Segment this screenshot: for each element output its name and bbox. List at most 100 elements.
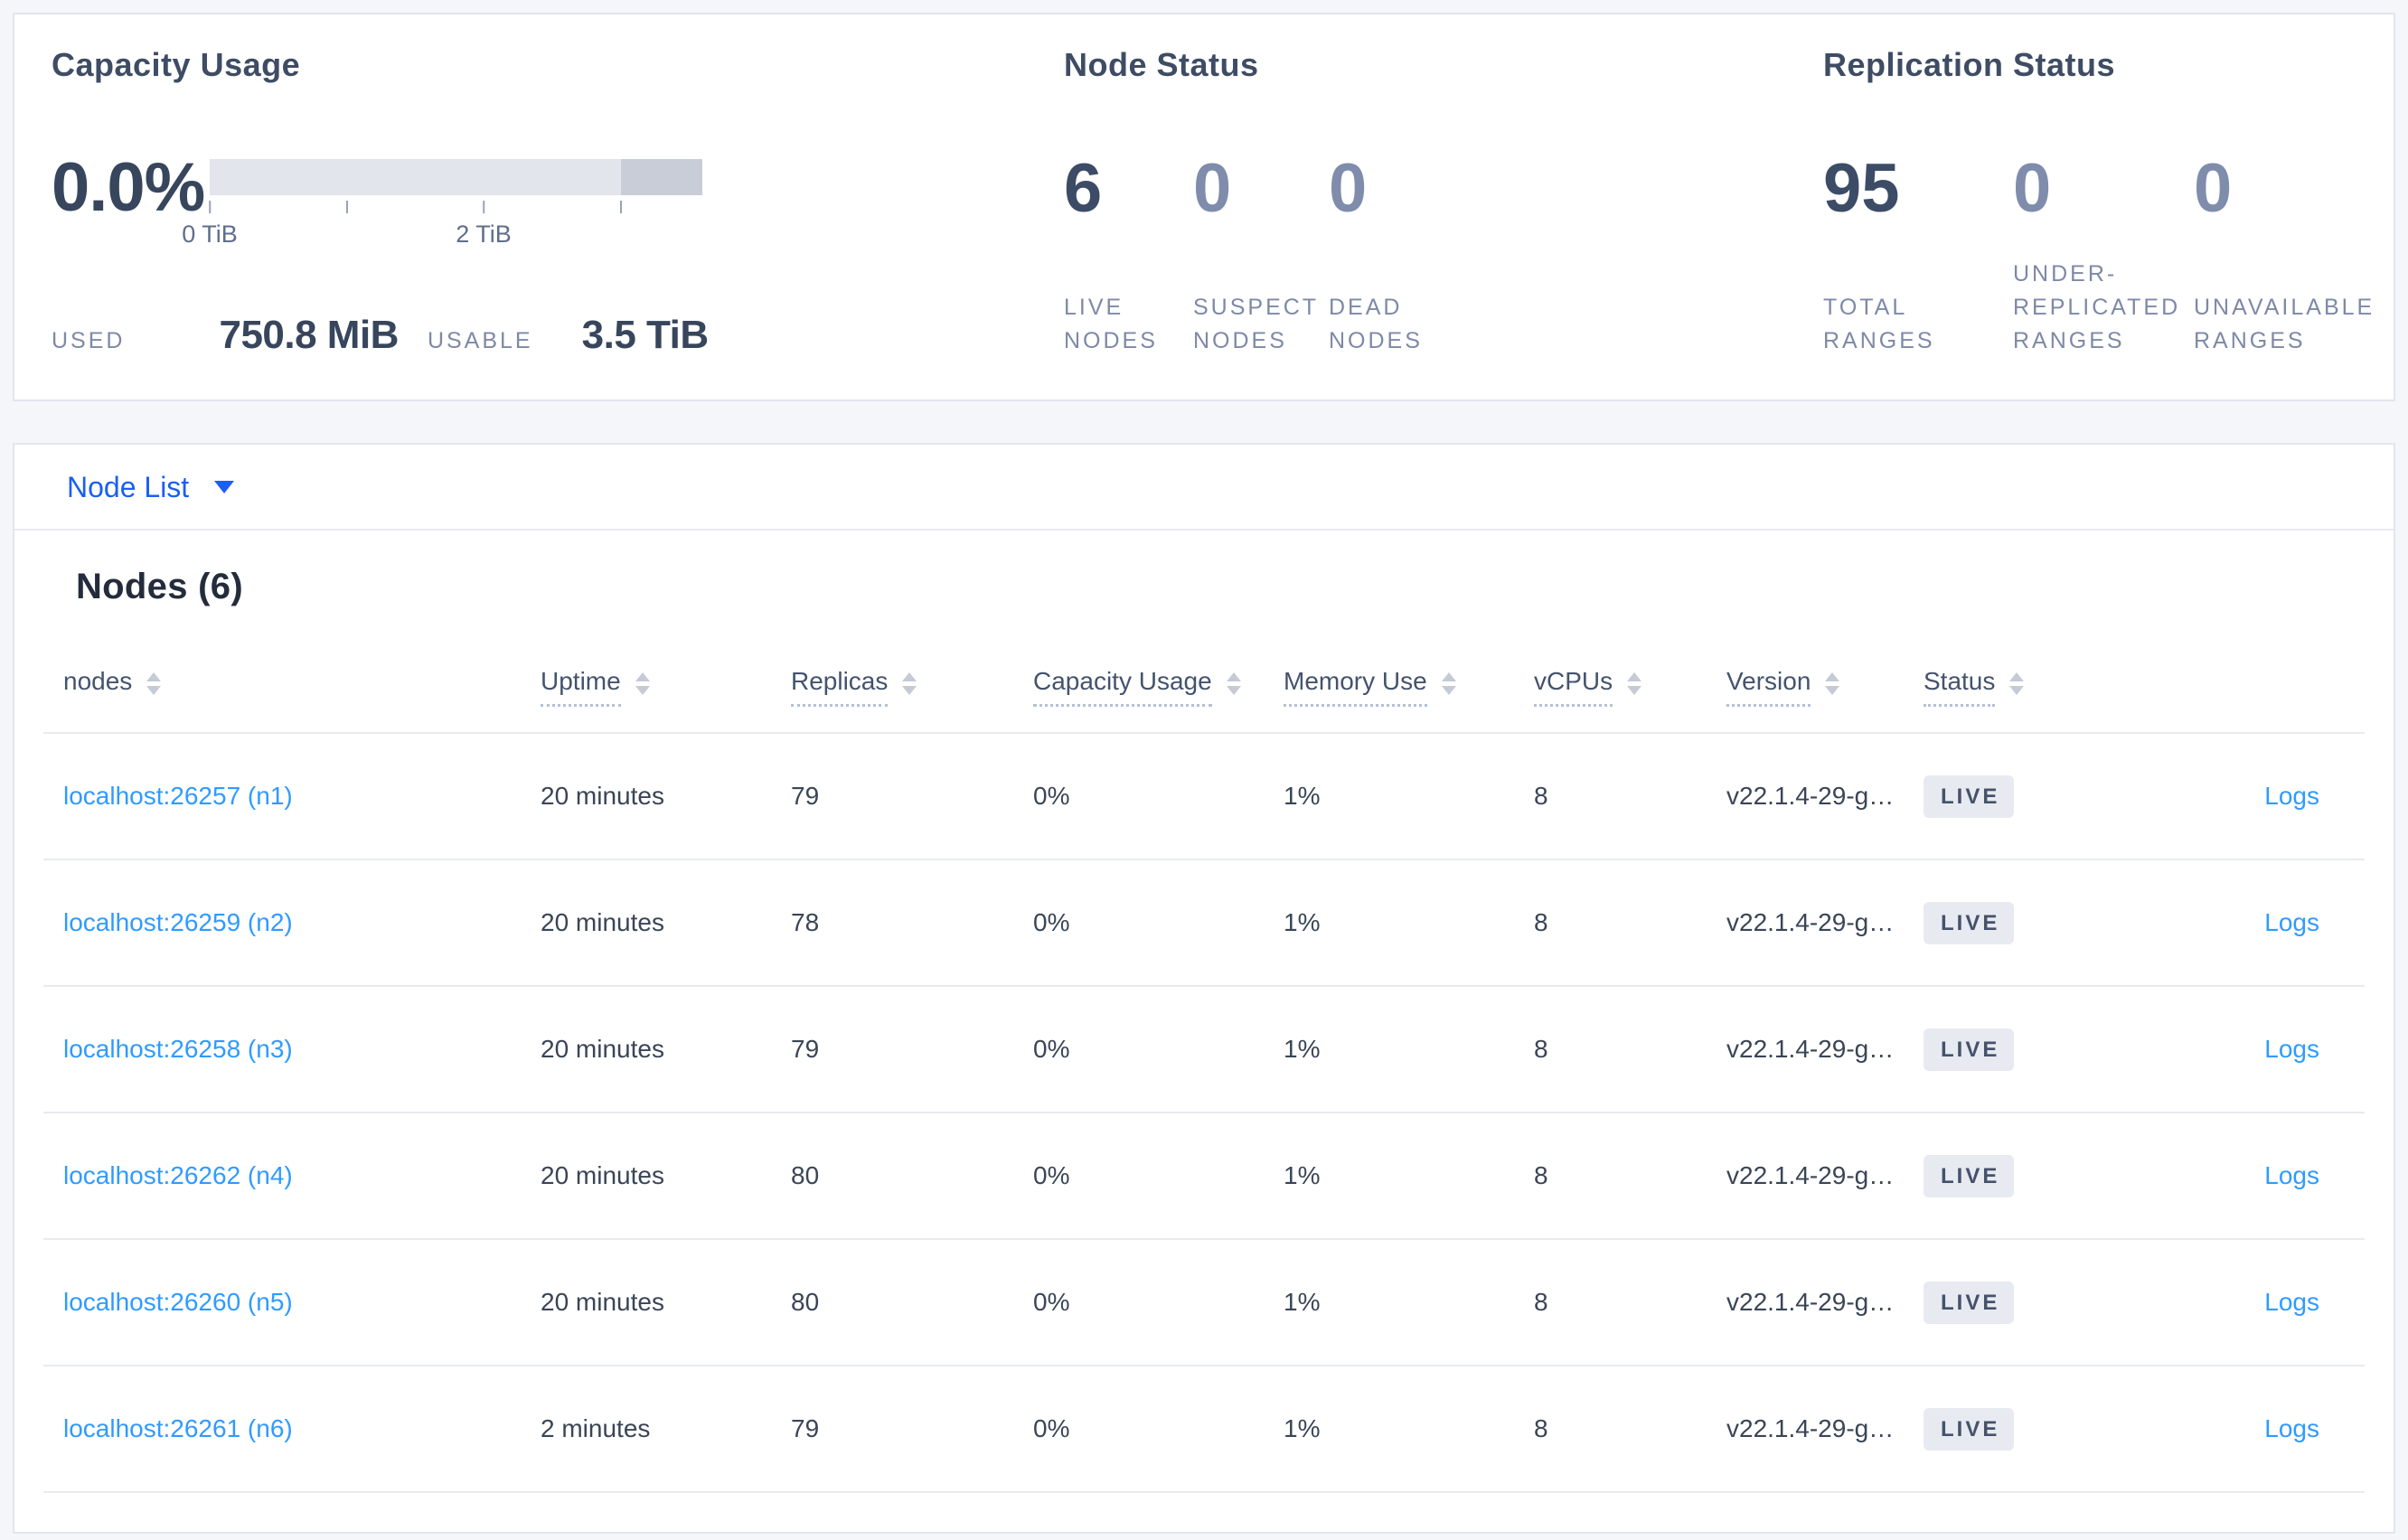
column-header-nodes[interactable]: nodes <box>63 666 162 707</box>
table-row: localhost:26257 (n1) 20 minutes 79 0% 1%… <box>43 734 2365 860</box>
node-status-title: Node Status <box>1064 46 1259 83</box>
chevron-down-icon <box>214 480 235 493</box>
column-header-status[interactable]: Status <box>1924 666 2025 707</box>
nodes-heading: Nodes (6) <box>76 567 243 606</box>
version-cell: v22.1.4-29-g… <box>1726 908 1895 936</box>
uptime-cell: 20 minutes <box>541 1288 664 1316</box>
capacity-usage-cell: 0% <box>1033 782 1070 810</box>
under-replicated-ranges-value: 0 <box>2013 150 2052 227</box>
unavailable-ranges-stat: 0 UNAVAILABLE RANGES <box>2194 145 2375 358</box>
sort-icon <box>146 672 162 700</box>
replication-status-stats: 95 TOTAL RANGES 0 UNDER- REPLICATED RANG… <box>1823 145 2394 358</box>
node-address-link[interactable]: localhost:26262 (n4) <box>63 1161 293 1189</box>
uptime-cell: 20 minutes <box>541 1161 664 1189</box>
version-cell: v22.1.4-29-g… <box>1726 1035 1895 1063</box>
capacity-usage-cell: 0% <box>1033 908 1070 936</box>
node-status-stats: 6 LIVE NODES 0 SUSPECT NODES 0 DEAD NODE… <box>1064 145 1823 358</box>
total-ranges-label: TOTAL RANGES <box>1823 295 1935 353</box>
suspect-nodes-label: SUSPECT NODES <box>1193 295 1320 353</box>
status-badge: LIVE <box>1924 1028 2015 1071</box>
live-nodes-label: LIVE NODES <box>1064 295 1158 353</box>
status-badge: LIVE <box>1924 901 2015 944</box>
column-header-capacity-usage[interactable]: Capacity Usage <box>1033 666 1241 707</box>
logs-link[interactable]: Logs <box>2264 1414 2319 1442</box>
node-address-link[interactable]: localhost:26260 (n5) <box>63 1288 293 1316</box>
node-address-link[interactable]: localhost:26257 (n1) <box>63 782 293 810</box>
total-ranges-stat: 95 TOTAL RANGES <box>1823 145 2013 358</box>
memory-use-cell: 1% <box>1284 1161 1321 1189</box>
under-replicated-ranges-label: UNDER- REPLICATED RANGES <box>2013 261 2181 353</box>
capacity-usage-cell: 0% <box>1033 1161 1070 1189</box>
node-address-link[interactable]: localhost:26261 (n6) <box>63 1414 293 1442</box>
replicas-cell: 79 <box>791 1035 820 1063</box>
status-badge: LIVE <box>1924 1281 2015 1324</box>
memory-use-cell: 1% <box>1284 1288 1321 1316</box>
suspect-nodes-value: 0 <box>1193 150 1232 227</box>
table-row: localhost:26261 (n6) 2 minutes 79 0% 1% … <box>43 1366 2365 1493</box>
nodes-table-header: nodes Uptime Replicas <box>43 641 2365 734</box>
status-badge: LIVE <box>1924 1407 2015 1451</box>
capacity-usage-cell: 0% <box>1033 1035 1070 1063</box>
vcpus-cell: 8 <box>1534 908 1548 936</box>
total-ranges-value: 95 <box>1823 150 1900 227</box>
uptime-cell: 20 minutes <box>541 782 664 810</box>
capacity-usage-cell: 0% <box>1033 1414 1070 1442</box>
uptime-cell: 2 minutes <box>541 1414 651 1442</box>
capacity-usage-chart: 0.0% 0 TiB 2 TiB <box>52 143 1064 248</box>
sort-icon <box>1226 672 1241 700</box>
capacity-percent-value: 0.0% <box>52 149 205 226</box>
table-row: localhost:26262 (n4) 20 minutes 80 0% 1%… <box>43 1113 2365 1240</box>
nodes-table: nodes Uptime Replicas <box>43 641 2365 1493</box>
node-status-panel: Node Status 6 LIVE NODES 0 SUSPECT NODES… <box>1064 45 1823 399</box>
axis-tick-1 <box>345 201 348 221</box>
column-header-memory-use[interactable]: Memory Use <box>1284 666 1456 707</box>
column-header-vcpus[interactable]: vCPUs <box>1534 666 1642 707</box>
logs-link[interactable]: Logs <box>2264 782 2319 810</box>
dead-nodes-stat: 0 DEAD NODES <box>1329 145 1423 358</box>
capacity-used-usable-row: USED 750.8 MiB USABLE 3.5 TiB <box>52 313 1064 358</box>
status-badge: LIVE <box>1924 1154 2015 1197</box>
node-address-link[interactable]: localhost:26258 (n3) <box>63 1035 293 1063</box>
sort-icon <box>1825 672 1840 700</box>
used-value: 750.8 MiB <box>219 313 399 357</box>
table-row: localhost:26260 (n5) 20 minutes 80 0% 1%… <box>43 1240 2365 1366</box>
node-list-body: Nodes (6) nodes Uptime <box>14 565 2394 1493</box>
node-list-dropdown[interactable]: Node List <box>14 445 2394 531</box>
sort-icon <box>902 672 917 700</box>
capacity-bar-track <box>210 159 702 195</box>
version-cell: v22.1.4-29-g… <box>1726 1414 1895 1442</box>
logs-link[interactable]: Logs <box>2264 908 2319 936</box>
unavailable-ranges-label: UNAVAILABLE RANGES <box>2194 295 2375 353</box>
logs-link[interactable]: Logs <box>2264 1288 2319 1316</box>
cluster-summary-card: Capacity Usage 0.0% 0 TiB 2 TiB USED 750… <box>13 13 2395 401</box>
replication-status-title: Replication Status <box>1823 46 2116 83</box>
live-nodes-value: 6 <box>1064 150 1103 227</box>
replication-status-panel: Replication Status 95 TOTAL RANGES 0 UND… <box>1823 45 2394 399</box>
replicas-cell: 80 <box>791 1161 820 1189</box>
axis-tick-2: 2 TiB <box>456 201 512 248</box>
live-nodes-stat: 6 LIVE NODES <box>1064 145 1193 358</box>
status-badge: LIVE <box>1924 775 2015 818</box>
version-cell: v22.1.4-29-g… <box>1726 1288 1895 1316</box>
vcpus-cell: 8 <box>1534 1414 1548 1442</box>
vcpus-cell: 8 <box>1534 1161 1548 1189</box>
memory-use-cell: 1% <box>1284 908 1321 936</box>
table-row: localhost:26259 (n2) 20 minutes 78 0% 1%… <box>43 860 2365 987</box>
node-list-card: Node List Nodes (6) nodes Uptime <box>13 443 2395 1534</box>
column-header-uptime[interactable]: Uptime <box>541 666 650 707</box>
sort-icon <box>2009 672 2025 700</box>
capacity-bar-secondary-segment <box>621 159 702 195</box>
column-header-version[interactable]: Version <box>1726 666 1840 707</box>
usable-value: 3.5 TiB <box>581 313 709 357</box>
node-address-link[interactable]: localhost:26259 (n2) <box>63 908 293 936</box>
replicas-cell: 80 <box>791 1288 820 1316</box>
uptime-cell: 20 minutes <box>541 1035 664 1063</box>
logs-link[interactable]: Logs <box>2264 1035 2319 1063</box>
vcpus-cell: 8 <box>1534 1288 1548 1316</box>
version-cell: v22.1.4-29-g… <box>1726 782 1895 810</box>
column-header-replicas[interactable]: Replicas <box>791 666 917 707</box>
suspect-nodes-stat: 0 SUSPECT NODES <box>1193 145 1329 358</box>
memory-use-cell: 1% <box>1284 782 1321 810</box>
logs-link[interactable]: Logs <box>2264 1161 2319 1189</box>
